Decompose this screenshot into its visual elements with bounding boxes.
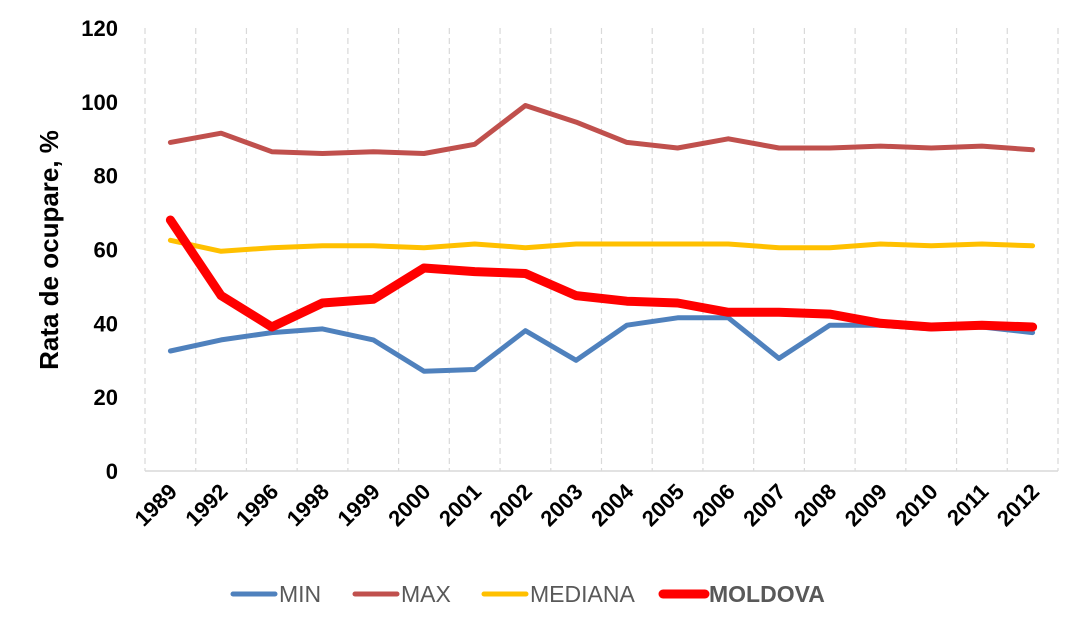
legend-label: MEDIANA — [530, 581, 635, 607]
legend: MIN MAX MEDIANA MOLDOVA — [230, 581, 825, 607]
legend-label: MAX — [401, 581, 451, 607]
y-tick-label: 40 — [94, 311, 118, 336]
plot-area: 0 20 40 60 80 100 120 198919921996199819992000… — [81, 16, 1059, 531]
x-tick-label: 2006 — [688, 479, 740, 531]
y-tick-label: 100 — [81, 90, 118, 115]
series-line-max — [167, 103, 1036, 156]
series-lines — [165, 103, 1038, 374]
x-tick-label: 2008 — [789, 479, 841, 531]
x-tick-label: 2009 — [840, 479, 892, 531]
x-tick-label: 1998 — [282, 479, 334, 531]
x-tick-label: 1992 — [180, 479, 232, 531]
x-tick-label: 2011 — [942, 479, 993, 530]
y-tick-label: 60 — [94, 238, 118, 263]
x-tick-label: 2003 — [535, 479, 587, 531]
grid-lines — [144, 28, 1059, 471]
x-tick-label: 2002 — [485, 479, 537, 531]
x-tick-label: 1989 — [130, 479, 182, 531]
x-tick-label: 2007 — [738, 479, 790, 531]
x-tick-label: 1999 — [332, 479, 384, 531]
x-axis-ticks: 1989199219961998199920002001200220032004… — [130, 478, 1045, 531]
y-tick-label: 20 — [94, 385, 118, 410]
x-tick-label: 2004 — [586, 478, 639, 531]
x-tick-label: 1996 — [231, 479, 283, 531]
y-axis-ticks: 0 20 40 60 80 100 120 — [81, 16, 118, 484]
y-tick-label: 80 — [94, 164, 118, 189]
x-tick-label: 2000 — [383, 479, 435, 531]
series-line-moldova — [165, 215, 1038, 332]
y-tick-label: 120 — [81, 16, 118, 41]
x-tick-label: 2010 — [890, 479, 942, 531]
x-tick-label: 2001 — [434, 479, 486, 531]
legend-label: MIN — [279, 581, 321, 607]
y-axis-label: Rata de ocupare, % — [34, 130, 64, 370]
x-tick-label: 2005 — [637, 479, 689, 531]
series-line-mediana — [167, 237, 1036, 254]
y-tick-label: 0 — [106, 459, 118, 484]
x-tick-label: 2012 — [992, 479, 1044, 531]
legend-label: MOLDOVA — [709, 581, 825, 607]
